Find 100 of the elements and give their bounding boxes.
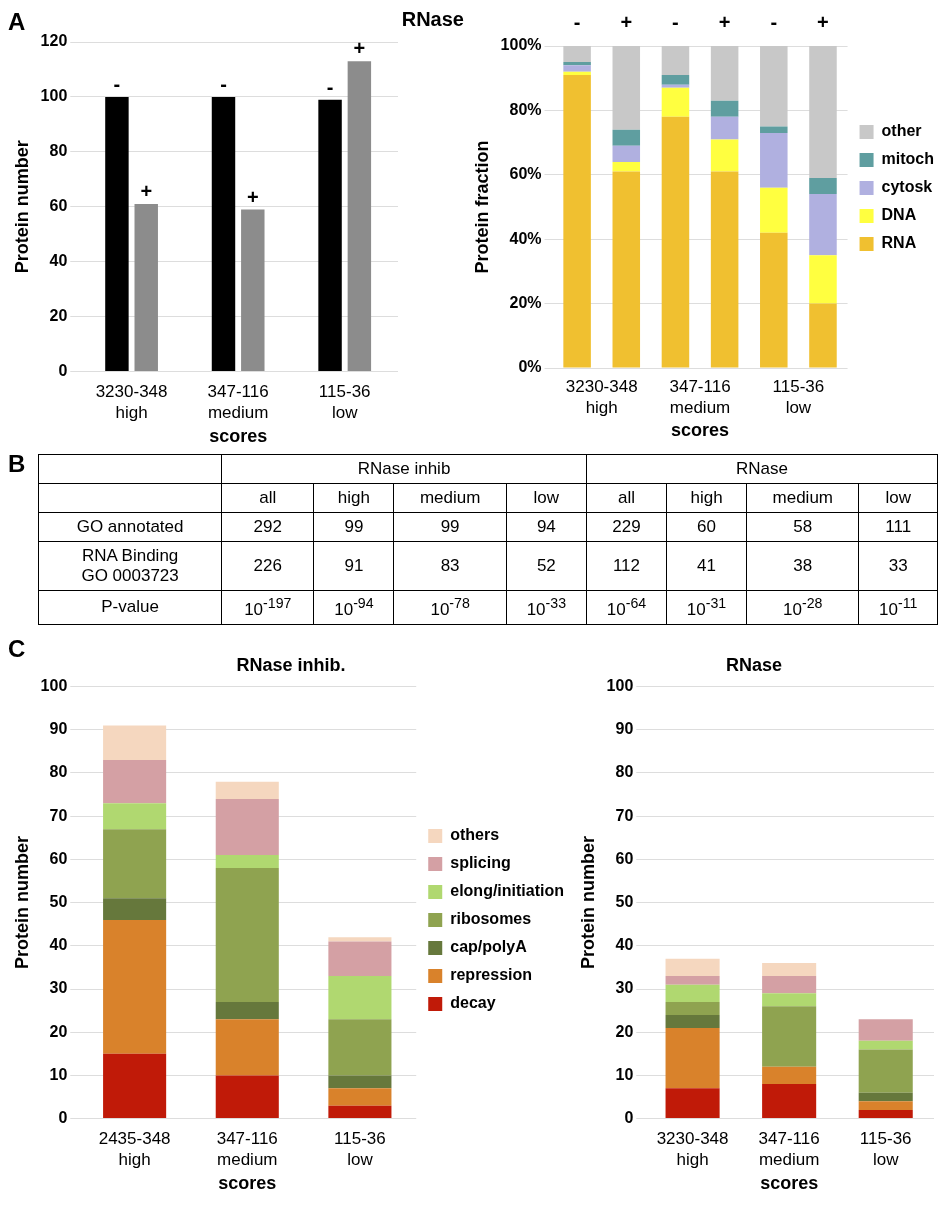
bar	[241, 209, 265, 372]
y-tick-label: 10	[615, 1065, 634, 1083]
bar	[612, 161, 641, 172]
bar	[710, 100, 739, 117]
y-axis-title: Protein fraction	[471, 140, 492, 274]
text: high	[666, 483, 747, 513]
bar	[103, 725, 167, 760]
bar	[103, 759, 167, 803]
text: -	[326, 75, 334, 98]
text: 91	[313, 541, 394, 591]
legend-label: splicing	[450, 854, 511, 872]
y-tick-label: 0	[58, 1108, 68, 1126]
y-tick-label: 60	[49, 197, 68, 215]
bar	[563, 65, 591, 72]
chart-title: RNase inhib.	[236, 654, 346, 675]
bar	[328, 941, 392, 976]
y-tick-label: 20	[49, 1022, 68, 1040]
y-tick-label: 90	[49, 719, 68, 737]
x-axis-title: scores	[760, 1172, 819, 1193]
legend-label: others	[450, 826, 500, 844]
x-tick-label: 115-36 low	[334, 1129, 386, 1169]
bar	[661, 74, 690, 85]
bar	[661, 116, 690, 368]
text: 60	[666, 512, 747, 542]
y-tick-label: 40	[49, 935, 68, 953]
bar	[809, 178, 837, 195]
bar	[762, 992, 817, 1006]
text: 33	[858, 541, 938, 591]
text: 99	[313, 512, 394, 542]
bar	[563, 62, 591, 66]
text: high	[313, 483, 394, 513]
y-tick-label: 70	[49, 806, 68, 824]
text: all	[221, 483, 314, 513]
bar	[710, 46, 739, 101]
bar	[211, 96, 236, 372]
bar	[661, 87, 690, 117]
bar	[103, 1053, 167, 1118]
text: low	[858, 483, 938, 513]
bar	[215, 854, 279, 868]
y-tick-label: 100%	[500, 36, 542, 54]
x-tick-label: 115-36 low	[318, 382, 371, 422]
y-tick-label: 80	[49, 763, 68, 781]
bar	[710, 171, 739, 368]
y-tick-label: 40	[49, 252, 68, 270]
x-tick-label: -	[770, 10, 778, 33]
text: 10$^{-28}$	[746, 590, 859, 625]
y-tick-label: 0	[624, 1108, 634, 1126]
bar	[710, 139, 739, 172]
bar	[328, 1088, 392, 1106]
text: 58	[746, 512, 859, 542]
y-tick-label: 0	[58, 362, 68, 380]
text: RNase inhib	[221, 454, 587, 484]
legend-label: RNA	[881, 234, 917, 252]
bar	[760, 132, 788, 188]
x-tick-label: +	[718, 10, 731, 33]
text: 10$^{-197}$	[221, 590, 314, 625]
text: all	[586, 483, 667, 513]
y-axis-title: Protein number	[11, 835, 32, 969]
text: 226	[221, 541, 314, 591]
bar	[760, 46, 788, 127]
y-tick-label: 70	[615, 806, 634, 824]
x-axis-title: scores	[671, 420, 730, 440]
text: +	[246, 185, 259, 208]
bar	[762, 975, 817, 993]
x-tick-label: 3230-348 high	[656, 1129, 729, 1169]
text: medium	[746, 483, 859, 513]
y-tick-label: 40%	[509, 229, 542, 247]
bar	[665, 1001, 720, 1015]
text: low	[506, 483, 587, 513]
bar	[318, 99, 342, 372]
y-tick-label: 100	[40, 676, 68, 694]
y-tick-label: 30	[49, 979, 68, 997]
bar	[215, 1018, 279, 1076]
legend-label: elong/initiation	[450, 882, 564, 900]
x-tick-label: +	[817, 10, 829, 33]
y-tick-label: 40	[615, 935, 634, 953]
bar	[858, 1018, 913, 1041]
text: RNA Binding GO 0003723	[38, 541, 222, 591]
bar	[103, 897, 167, 920]
bar	[665, 958, 720, 976]
bar	[665, 975, 720, 985]
y-tick-label: 50	[615, 892, 634, 910]
bar	[563, 71, 591, 75]
bar	[665, 1014, 720, 1028]
x-tick-label: 347-116 medium	[207, 382, 269, 422]
y-tick-label: 80	[49, 142, 68, 160]
bar	[215, 798, 279, 855]
x-tick-label: 347-116 medium	[758, 1129, 820, 1169]
y-tick-label: 60%	[509, 165, 542, 183]
bar	[215, 1001, 279, 1019]
legend-label: DNA	[881, 206, 917, 224]
text: 229	[586, 512, 667, 542]
legend-title: RNase	[401, 8, 464, 30]
text: 94	[506, 512, 587, 542]
y-axis-title: Protein number	[577, 835, 598, 969]
x-tick-label: 3230-348 high	[95, 382, 168, 422]
bar	[762, 1005, 817, 1067]
bar	[612, 171, 641, 368]
text: 112	[586, 541, 667, 591]
y-tick-label: 20%	[509, 294, 542, 312]
